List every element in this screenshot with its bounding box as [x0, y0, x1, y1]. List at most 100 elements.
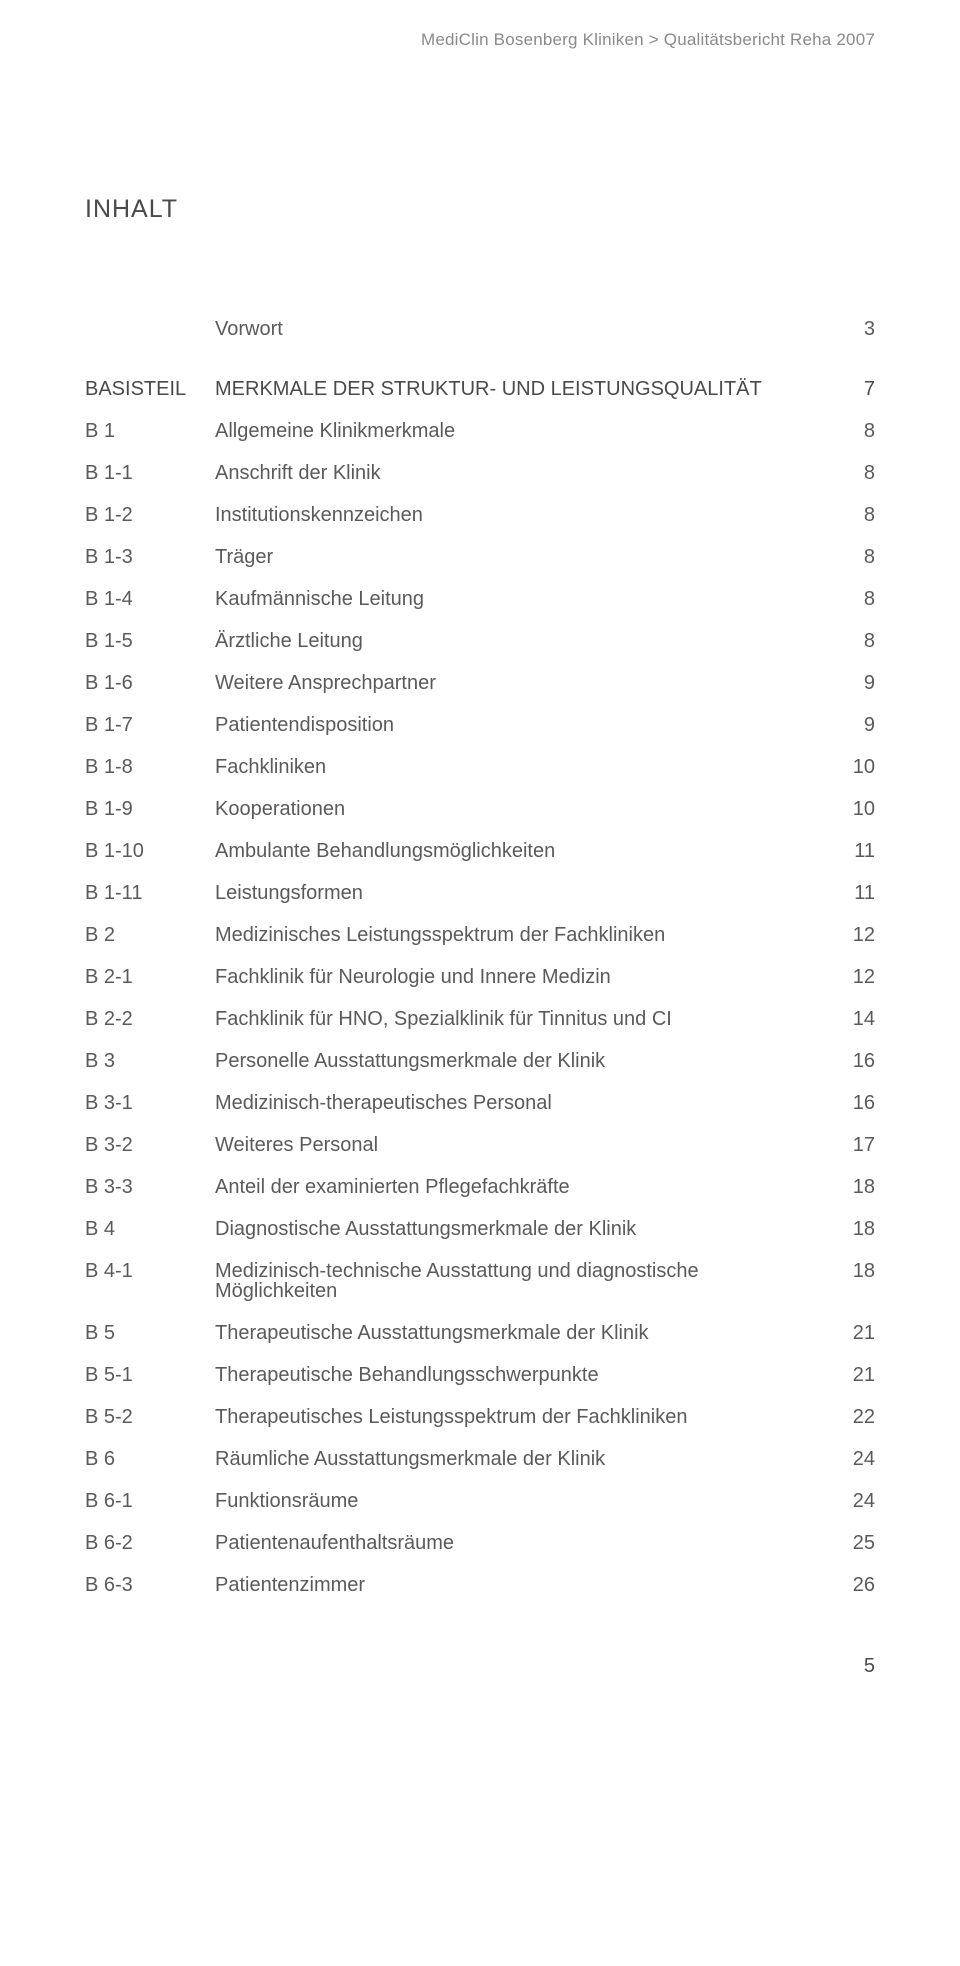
toc-code: B 1-9: [85, 799, 215, 819]
toc-row: B 4-1Medizinisch-technische Ausstattung …: [85, 1261, 875, 1301]
toc-code: B 3: [85, 1051, 215, 1071]
toc-code: B 6-2: [85, 1533, 215, 1553]
toc-code: B 2-2: [85, 1009, 215, 1029]
toc-code: B 5: [85, 1323, 215, 1343]
toc-code: B 6: [85, 1449, 215, 1469]
toc-code: B 5-1: [85, 1365, 215, 1385]
toc-label: Patientenzimmer: [215, 1575, 835, 1595]
table-of-contents: Vorwort3 BASISTEILMERKMALE DER STRUKTUR- …: [85, 319, 875, 1595]
toc-label: MERKMALE DER STRUKTUR- UND LEISTUNGSQUAL…: [215, 379, 835, 399]
toc-page: 3: [835, 319, 875, 339]
toc-page: 9: [835, 673, 875, 693]
toc-page: 11: [835, 841, 875, 861]
toc-row: B 1-5Ärztliche Leitung8: [85, 631, 875, 651]
toc-label: Medizinisch-therapeutisches Personal: [215, 1093, 835, 1113]
toc-page: 12: [835, 925, 875, 945]
toc-label: Medizinisch-technische Ausstattung und d…: [215, 1261, 835, 1301]
toc-row: B 3-3Anteil der examinierten Pflegefachk…: [85, 1177, 875, 1197]
toc-label: Funktionsräume: [215, 1491, 835, 1511]
toc-label: Therapeutische Ausstattungsmerkmale der …: [215, 1323, 835, 1343]
toc-page: 25: [835, 1533, 875, 1553]
toc-row: B 1-8Fachkliniken10: [85, 757, 875, 777]
toc-label: Personelle Ausstattungsmerkmale der Klin…: [215, 1051, 835, 1071]
toc-code: B 4-1: [85, 1261, 215, 1281]
toc-page: 18: [835, 1177, 875, 1197]
toc-page: 24: [835, 1449, 875, 1469]
toc-row: B 2Medizinisches Leistungsspektrum der F…: [85, 925, 875, 945]
toc-page: 8: [835, 421, 875, 441]
toc-label: Diagnostische Ausstattungsmerkmale der K…: [215, 1219, 835, 1239]
toc-page: 12: [835, 967, 875, 987]
toc-page: 18: [835, 1219, 875, 1239]
toc-page: 18: [835, 1261, 875, 1281]
toc-row: B 1-4Kaufmännische Leitung8: [85, 589, 875, 609]
toc-code: B 6-1: [85, 1491, 215, 1511]
toc-label: Räumliche Ausstattungsmerkmale der Klini…: [215, 1449, 835, 1469]
toc-code: B 5-2: [85, 1407, 215, 1427]
toc-code: B 3-2: [85, 1135, 215, 1155]
toc-code: B 1-8: [85, 757, 215, 777]
toc-row: B 5-1Therapeutische Behandlungsschwerpun…: [85, 1365, 875, 1385]
toc-row: B 2-2Fachklinik für HNO, Spezialklinik f…: [85, 1009, 875, 1029]
toc-code: B 1-6: [85, 673, 215, 693]
toc-code: B 4: [85, 1219, 215, 1239]
page-title: INHALT: [85, 195, 875, 224]
toc-page: 8: [835, 547, 875, 567]
toc-label: Therapeutische Behandlungsschwerpunkte: [215, 1365, 835, 1385]
toc-row: B 2-1Fachklinik für Neurologie und Inner…: [85, 967, 875, 987]
toc-row: B 3-1Medizinisch-therapeutisches Persona…: [85, 1093, 875, 1113]
toc-code: BASISTEIL: [85, 379, 215, 399]
toc-code: B 2-1: [85, 967, 215, 987]
toc-page: 21: [835, 1323, 875, 1343]
toc-row: B 1-10Ambulante Behandlungsmöglichkeiten…: [85, 841, 875, 861]
toc-label: Fachkliniken: [215, 757, 835, 777]
toc-row: B 1Allgemeine Klinikmerkmale8: [85, 421, 875, 441]
toc-page: 11: [835, 883, 875, 903]
toc-row: B 1-11Leistungsformen11: [85, 883, 875, 903]
toc-page: 24: [835, 1491, 875, 1511]
toc-code: B 1-11: [85, 883, 215, 903]
toc-label: Medizinisches Leistungsspektrum der Fach…: [215, 925, 835, 945]
toc-row: Vorwort3: [85, 319, 875, 339]
toc-row: B 3-2Weiteres Personal17: [85, 1135, 875, 1155]
toc-page: 9: [835, 715, 875, 735]
toc-code: B 1-1: [85, 463, 215, 483]
toc-label: Allgemeine Klinikmerkmale: [215, 421, 835, 441]
toc-label: Anteil der examinierten Pflegefachkräfte: [215, 1177, 835, 1197]
toc-page: 26: [835, 1575, 875, 1595]
toc-label: Therapeutisches Leistungsspektrum der Fa…: [215, 1407, 835, 1427]
toc-label: Kooperationen: [215, 799, 835, 819]
toc-page: 10: [835, 757, 875, 777]
toc-page: 8: [835, 463, 875, 483]
toc-page: 16: [835, 1051, 875, 1071]
running-header: MediClin Bosenberg Kliniken > Qualitätsb…: [85, 30, 875, 50]
document-page: MediClin Bosenberg Kliniken > Qualitätsb…: [0, 0, 960, 1708]
toc-label: Patientenaufenthaltsräume: [215, 1533, 835, 1553]
toc-row: B 6-2Patientenaufenthaltsräume25: [85, 1533, 875, 1553]
toc-label: Anschrift der Klinik: [215, 463, 835, 483]
toc-row: B 4Diagnostische Ausstattungsmerkmale de…: [85, 1219, 875, 1239]
toc-page: 21: [835, 1365, 875, 1385]
toc-label: Träger: [215, 547, 835, 567]
toc-label: Weitere Ansprechpartner: [215, 673, 835, 693]
toc-row: B 1-2Institutionskennzeichen8: [85, 505, 875, 525]
toc-label: Institutionskennzeichen: [215, 505, 835, 525]
toc-row: B 1-3Träger8: [85, 547, 875, 567]
toc-row: B 6-1Funktionsräume24: [85, 1491, 875, 1511]
toc-code: B 1-5: [85, 631, 215, 651]
toc-code: B 1-3: [85, 547, 215, 567]
toc-row: B 3Personelle Ausstattungsmerkmale der K…: [85, 1051, 875, 1071]
toc-label: Vorwort: [215, 319, 835, 339]
toc-label: Weiteres Personal: [215, 1135, 835, 1155]
toc-label: Ärztliche Leitung: [215, 631, 835, 651]
toc-row: BASISTEILMERKMALE DER STRUKTUR- UND LEIS…: [85, 379, 875, 399]
toc-row: B 6-3Patientenzimmer26: [85, 1575, 875, 1595]
toc-code: B 6-3: [85, 1575, 215, 1595]
header-left: MediClin Bosenberg Kliniken: [421, 30, 644, 49]
toc-page: 8: [835, 505, 875, 525]
toc-code: B 1-4: [85, 589, 215, 609]
toc-code: B 3-3: [85, 1177, 215, 1197]
toc-code: B 2: [85, 925, 215, 945]
toc-page: 14: [835, 1009, 875, 1029]
toc-label: Ambulante Behandlungsmöglichkeiten: [215, 841, 835, 861]
